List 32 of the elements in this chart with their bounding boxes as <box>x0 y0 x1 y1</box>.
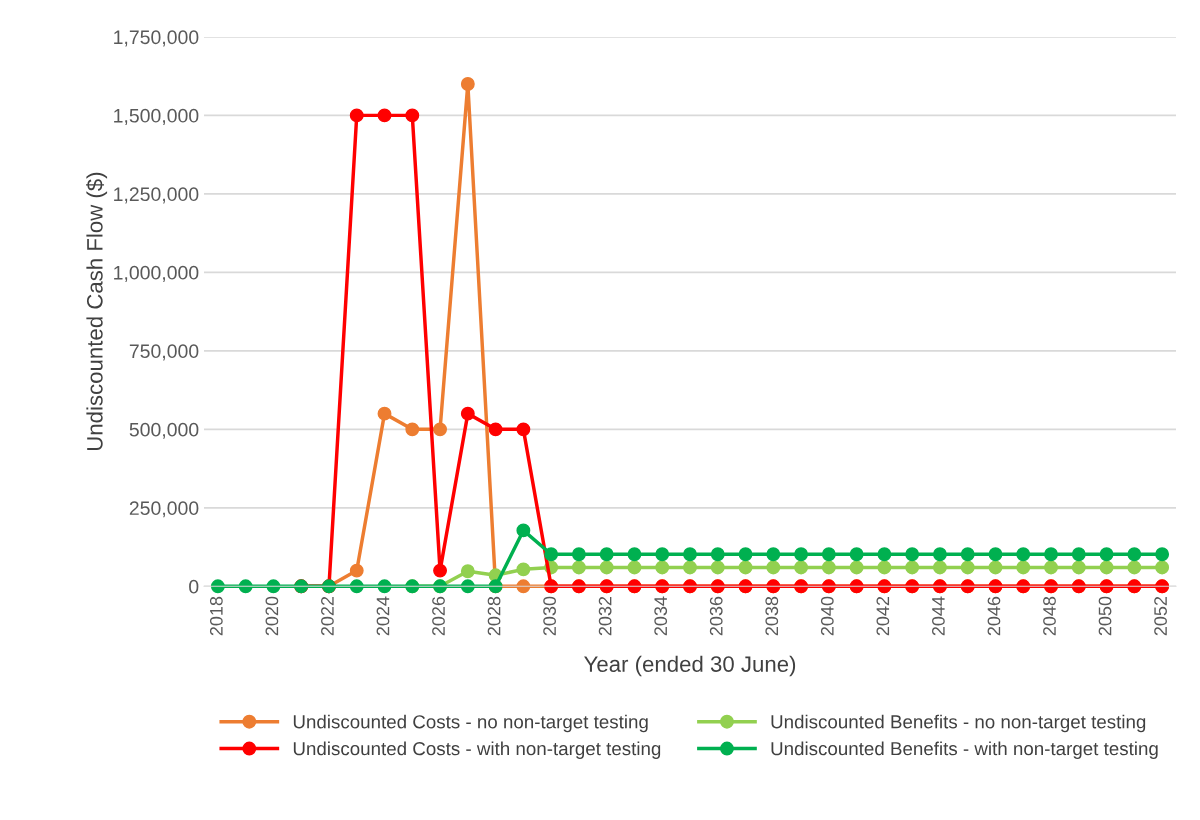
x-tick-label: 2052 <box>1154 596 1167 636</box>
x-tick-label: 2022 <box>321 596 334 636</box>
y-tick-label: 0 <box>189 579 199 594</box>
x-tick-label: 2034 <box>654 596 668 636</box>
x-tick-label: 2026 <box>432 596 445 636</box>
y-tick-label: 500,000 <box>129 422 199 439</box>
x-tick-label: 2020 <box>265 596 279 636</box>
y-tick-label: 250,000 <box>129 501 199 518</box>
y-tick-label: 750,000 <box>129 344 199 361</box>
y-tick-label: 1,000,000 <box>114 265 199 282</box>
x-tick-label: 2038 <box>765 596 779 636</box>
legend-label: Undiscounted Costs - no non-target testing <box>293 714 648 733</box>
x-tick-label: 2050 <box>1098 596 1112 636</box>
x-tick-label: 2044 <box>932 596 945 636</box>
legend-label: Undiscounted Benefits - with non-target testing <box>771 741 1158 759</box>
x-tick-label: 2042 <box>876 596 890 636</box>
y-tick-label: 1,250,000 <box>114 187 199 204</box>
x-tick-label: 2032 <box>598 596 612 636</box>
x-tick-label: 2018 <box>209 596 223 636</box>
x-tick-label: 2048 <box>1043 596 1056 636</box>
x-tick-label: 2040 <box>820 596 834 636</box>
y-tick-label: 1,750,000 <box>114 30 199 47</box>
x-axis-title: Year (ended 30 June) <box>584 655 796 677</box>
legend-label: Undiscounted Benefits - no non-target testing <box>771 714 1146 733</box>
x-tick-label: 2028 <box>487 596 501 636</box>
y-tick-label: 1,500,000 <box>114 108 199 125</box>
x-tick-label: 2030 <box>543 596 556 636</box>
legend-label: Undiscounted Costs - with non-target testing <box>293 741 661 759</box>
x-tick-label: 2036 <box>709 596 723 636</box>
y-axis-title: Undiscounted Cash Flow ($) <box>86 172 108 451</box>
x-tick-label: 2046 <box>987 596 1001 636</box>
x-tick-label: 2024 <box>376 596 390 636</box>
